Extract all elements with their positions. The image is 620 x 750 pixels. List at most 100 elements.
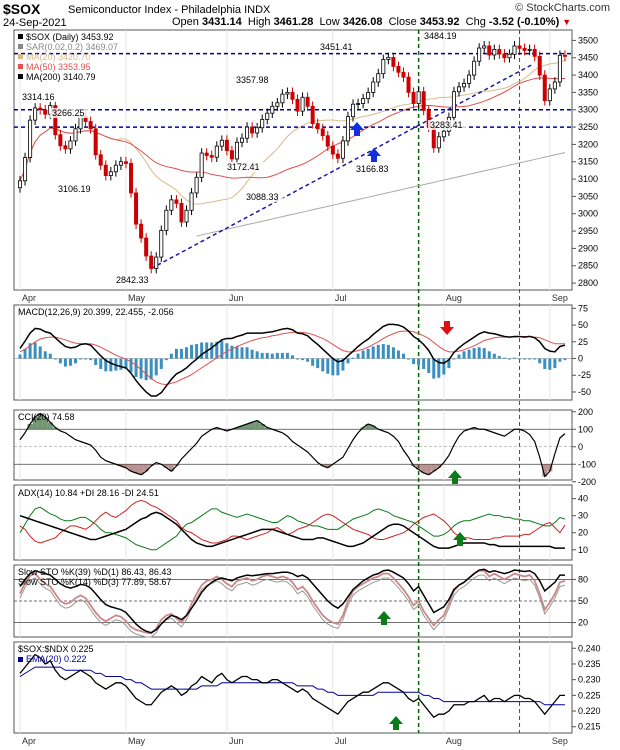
source-credit: © StockCharts.com [515, 2, 610, 14]
macd-histogram-bar [311, 358, 315, 366]
legend-label: MA(200) 3140.79 [26, 72, 96, 82]
macd-histogram-bar [94, 358, 98, 365]
legend-label: SAR(0.02,0.2) 3469.07 [26, 42, 118, 52]
y-tick-label: 3500 [578, 35, 598, 45]
price-annotation: 3314.16 [22, 92, 55, 102]
macd-histogram-bar [538, 358, 542, 364]
candle-body [144, 237, 149, 257]
macd-histogram-bar [53, 358, 57, 360]
macd-histogram-bar [250, 349, 254, 359]
macd-histogram-bar [79, 358, 83, 360]
legend-swatch [18, 74, 23, 79]
macd-histogram-bar [210, 342, 214, 359]
candle-body [315, 123, 320, 130]
macd-histogram-bar [215, 341, 219, 359]
macd-histogram-bar [401, 353, 405, 359]
candle-body [376, 73, 381, 83]
macd-line [19, 323, 566, 397]
candle-body [38, 107, 43, 111]
candle-body [507, 53, 512, 59]
macd-histogram-bar [275, 352, 279, 359]
candle-body [552, 81, 557, 90]
green-up-arrow-icon [453, 532, 467, 546]
candle-body [522, 47, 527, 51]
price-annotation: 3172.41 [227, 162, 260, 172]
cci-oversold-fill [138, 464, 144, 475]
candle-body [562, 54, 567, 57]
y-tick-label: 50 [578, 596, 588, 606]
legend-swatch [18, 54, 23, 59]
y-tick-label: 20 [578, 528, 588, 538]
candle-body [411, 92, 416, 104]
macd-histogram-bar [174, 348, 178, 359]
y-tick-label: 0.230 [578, 675, 601, 685]
candle-body [33, 107, 38, 121]
cci-oversold-fill [118, 464, 124, 466]
ma50-line [19, 77, 565, 181]
price-annotation: 2842.33 [116, 275, 149, 285]
y-tick-label: 2950 [578, 226, 598, 236]
cci-line [19, 412, 566, 478]
macd-histogram-bar [366, 348, 370, 359]
cci-overbought-fill [27, 424, 33, 430]
macd-histogram-bar [518, 358, 522, 360]
candle-body [537, 55, 542, 76]
macd-histogram-bar [58, 358, 62, 364]
month-tick-label: Jun [229, 293, 244, 303]
cci-overbought-fill [239, 425, 245, 430]
candle-body [260, 119, 265, 129]
sto39-title: Slow STO %K(39) %D(1) 86.43, 86.43 [18, 567, 171, 577]
candle-body [214, 145, 219, 158]
candle-body [134, 192, 139, 225]
candle-body [502, 53, 507, 59]
candle-body [351, 103, 356, 118]
y-tick-label: 0.215 [578, 722, 601, 732]
cci-oversold-fill [163, 464, 169, 468]
candle-body [58, 134, 63, 147]
green-up-arrow-icon [377, 611, 391, 625]
y-tick-label: 3450 [578, 53, 598, 63]
macd-histogram-bar [396, 350, 400, 359]
candle-body [356, 103, 361, 105]
macd-histogram-bar [99, 358, 103, 369]
macd-histogram-bar [119, 358, 123, 370]
candle-body [456, 86, 461, 93]
price-annotation: 3484.19 [424, 31, 457, 41]
candle-body [406, 76, 411, 93]
chart-header: $SOX Semiconductor Index - Philadelphia … [0, 0, 620, 30]
candle-body [53, 105, 58, 136]
y-tick-label: 3050 [578, 191, 598, 201]
candle-body [345, 116, 350, 142]
cci-oversold-fill [320, 464, 326, 466]
candle-body [305, 96, 310, 107]
macd-histogram-bar [336, 358, 340, 376]
candle-body [229, 150, 234, 160]
down-arrow-icon: ▼ [562, 17, 572, 27]
cci-overbought-fill [32, 417, 38, 430]
month-tick-label: Apr [22, 736, 36, 746]
legend-label: MA(50) 3353.95 [26, 62, 91, 72]
macd-histogram-bar [200, 342, 204, 359]
panel-frame [13, 484, 573, 561]
macd-histogram-bar [255, 351, 259, 359]
green-up-arrow-icon [448, 470, 462, 484]
candle-body [295, 98, 300, 112]
macd-histogram-bar [422, 358, 426, 369]
macd-histogram-bar [270, 353, 274, 359]
candle-body [123, 161, 128, 164]
y-tick-label: -200 [578, 477, 596, 487]
candle-body [159, 229, 164, 258]
annotation-bg [354, 164, 394, 174]
macd-histogram-bar [306, 358, 310, 362]
macd-histogram-bar [18, 354, 22, 359]
macd-histogram-bar [265, 352, 269, 359]
macd-histogram-bar [462, 351, 466, 359]
y-tick-label: 25 [578, 337, 588, 347]
macd-histogram-bar [260, 352, 264, 359]
month-tick-label: Sep [552, 293, 568, 303]
macd-histogram-bar [528, 358, 532, 360]
macd-histogram-bar [321, 358, 325, 372]
candle-body [78, 115, 83, 130]
cci-overbought-fill [47, 422, 53, 430]
candle-body [88, 121, 93, 130]
